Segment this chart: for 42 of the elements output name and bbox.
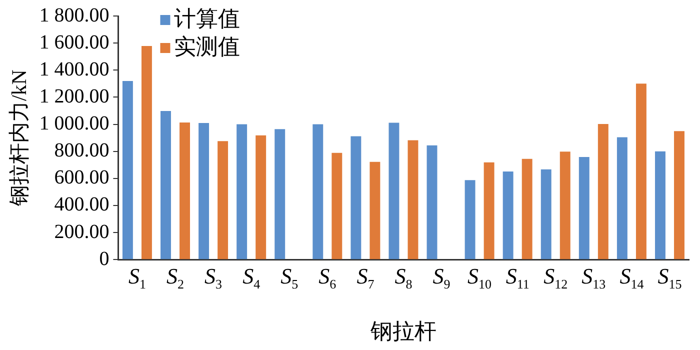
- y-tick-label: 0: [99, 248, 110, 270]
- bar: [332, 152, 342, 260]
- bar: [408, 140, 418, 260]
- bar: [426, 145, 438, 260]
- bar: [654, 151, 666, 260]
- y-tick-label: 600.00: [54, 166, 110, 189]
- bar: [464, 180, 476, 260]
- y-tick-label: 800.00: [54, 140, 110, 162]
- bar: [578, 157, 590, 260]
- y-tick-label: 400.00: [54, 194, 110, 216]
- bar: [256, 135, 266, 260]
- bar: [540, 169, 552, 260]
- y-tick-label: 200.00: [54, 220, 110, 243]
- bar: [236, 124, 248, 260]
- bar: [218, 141, 228, 260]
- bar: [388, 122, 400, 260]
- y-tick-label: 1 600.00: [39, 31, 110, 54]
- y-tick-label: 1 000.00: [39, 112, 110, 135]
- bar: [122, 80, 133, 260]
- bar: [350, 136, 362, 260]
- y-tick-label: 1 800.00: [39, 4, 110, 26]
- y-tick-label: 1 400.00: [39, 58, 110, 80]
- legend-label: 实测值: [174, 34, 240, 59]
- bar: [502, 172, 514, 260]
- bar: [484, 162, 494, 260]
- bar: [160, 111, 171, 260]
- legend-label: 计算值: [174, 6, 240, 31]
- bar: [198, 123, 210, 260]
- bar: [598, 124, 608, 260]
- bar: [312, 124, 324, 260]
- bar: [616, 137, 628, 260]
- y-axis-title: 钢拉杆内力/kN: [7, 70, 32, 208]
- bar: [142, 46, 152, 260]
- bar: [560, 152, 570, 260]
- x-axis-title: 钢拉杆: [369, 318, 436, 344]
- bar: [180, 122, 190, 260]
- y-tick-label: 1 200.00: [39, 85, 110, 108]
- bar: [636, 84, 646, 260]
- bar: [370, 162, 380, 260]
- bar: [674, 131, 684, 260]
- bar: [274, 129, 286, 260]
- bar: [522, 158, 532, 260]
